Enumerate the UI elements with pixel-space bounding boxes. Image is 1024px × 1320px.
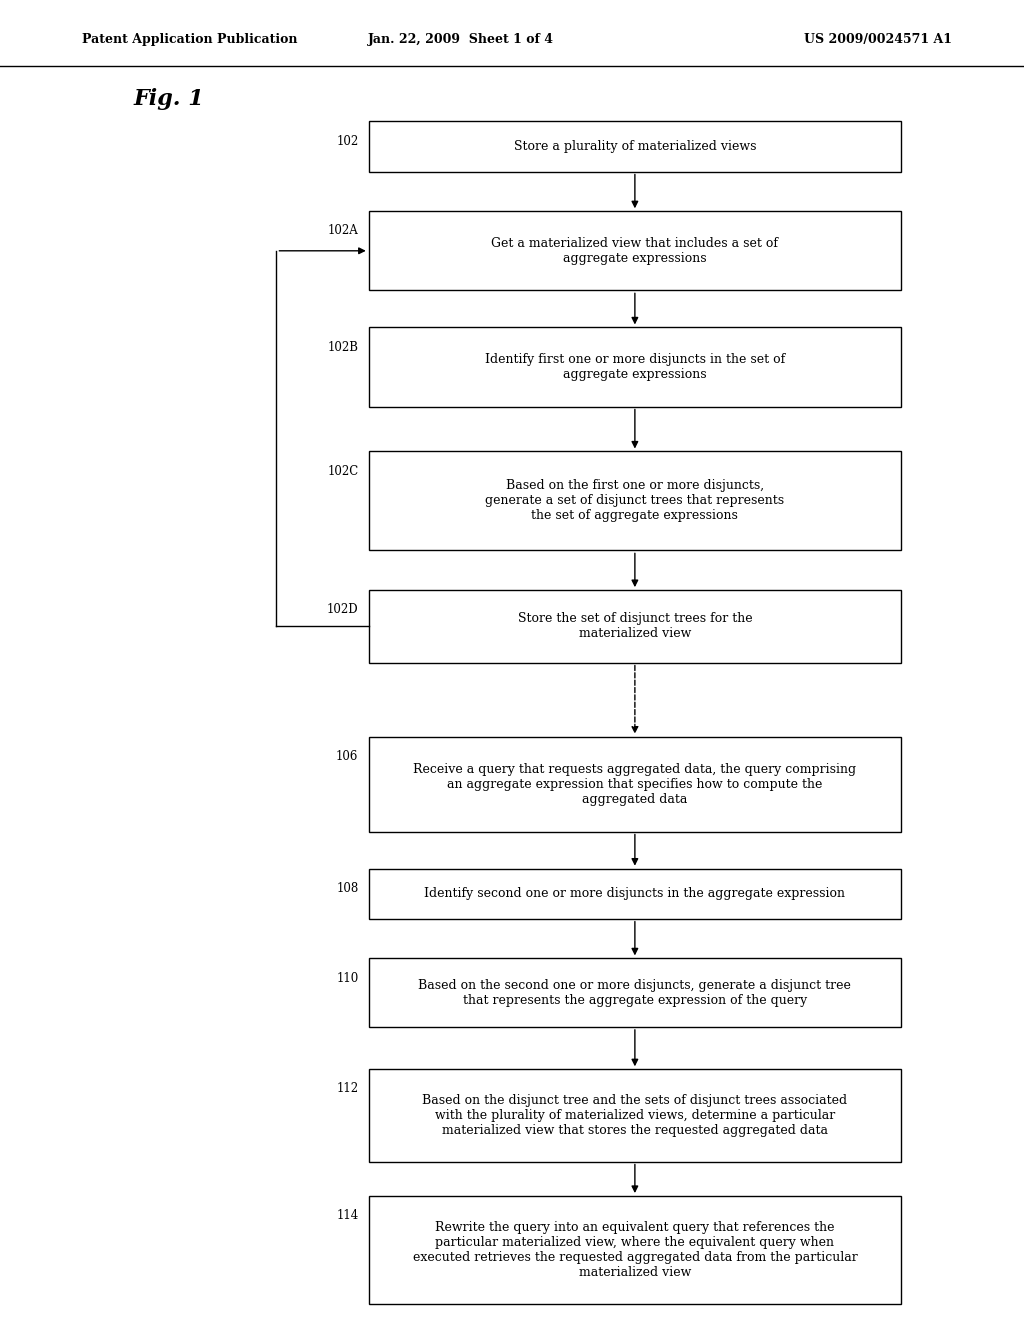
Text: Store a plurality of materialized views: Store a plurality of materialized views [514, 140, 756, 153]
Text: 112: 112 [336, 1082, 358, 1096]
Text: Receive a query that requests aggregated data, the query comprising
an aggregate: Receive a query that requests aggregated… [414, 763, 856, 805]
Bar [369, 737, 901, 832]
Bar [369, 121, 901, 172]
Text: Get a materialized view that includes a set of
aggregate expressions: Get a materialized view that includes a … [492, 236, 778, 265]
Text: 106: 106 [336, 750, 358, 763]
Bar [369, 958, 901, 1027]
Bar [369, 1196, 901, 1304]
Text: US 2009/0024571 A1: US 2009/0024571 A1 [804, 33, 952, 46]
Bar [369, 211, 901, 290]
Bar [369, 327, 901, 407]
Text: Store the set of disjunct trees for the
materialized view: Store the set of disjunct trees for the … [517, 612, 753, 640]
Text: 110: 110 [336, 972, 358, 985]
Bar [369, 1069, 901, 1162]
Text: Based on the second one or more disjuncts, generate a disjunct tree
that represe: Based on the second one or more disjunct… [419, 978, 851, 1007]
Text: Based on the first one or more disjuncts,
generate a set of disjunct trees that : Based on the first one or more disjuncts… [485, 479, 784, 523]
Bar [369, 451, 901, 550]
Text: Jan. 22, 2009  Sheet 1 of 4: Jan. 22, 2009 Sheet 1 of 4 [368, 33, 554, 46]
Text: Based on the disjunct tree and the sets of disjunct trees associated
with the pl: Based on the disjunct tree and the sets … [422, 1094, 848, 1137]
Text: 102A: 102A [328, 224, 358, 238]
Bar [369, 869, 901, 919]
Text: 102: 102 [336, 135, 358, 148]
Text: 108: 108 [336, 882, 358, 895]
Text: Rewrite the query into an equivalent query that references the
particular materi: Rewrite the query into an equivalent que… [413, 1221, 857, 1279]
Text: 102C: 102C [327, 465, 358, 478]
Text: 114: 114 [336, 1209, 358, 1222]
Text: 102B: 102B [328, 341, 358, 354]
Text: Fig. 1: Fig. 1 [133, 88, 204, 110]
Text: 102D: 102D [327, 603, 358, 616]
Text: Patent Application Publication: Patent Application Publication [82, 33, 297, 46]
Text: Identify first one or more disjuncts in the set of
aggregate expressions: Identify first one or more disjuncts in … [484, 352, 785, 381]
Text: Identify second one or more disjuncts in the aggregate expression: Identify second one or more disjuncts in… [424, 887, 846, 900]
Bar [369, 590, 901, 663]
